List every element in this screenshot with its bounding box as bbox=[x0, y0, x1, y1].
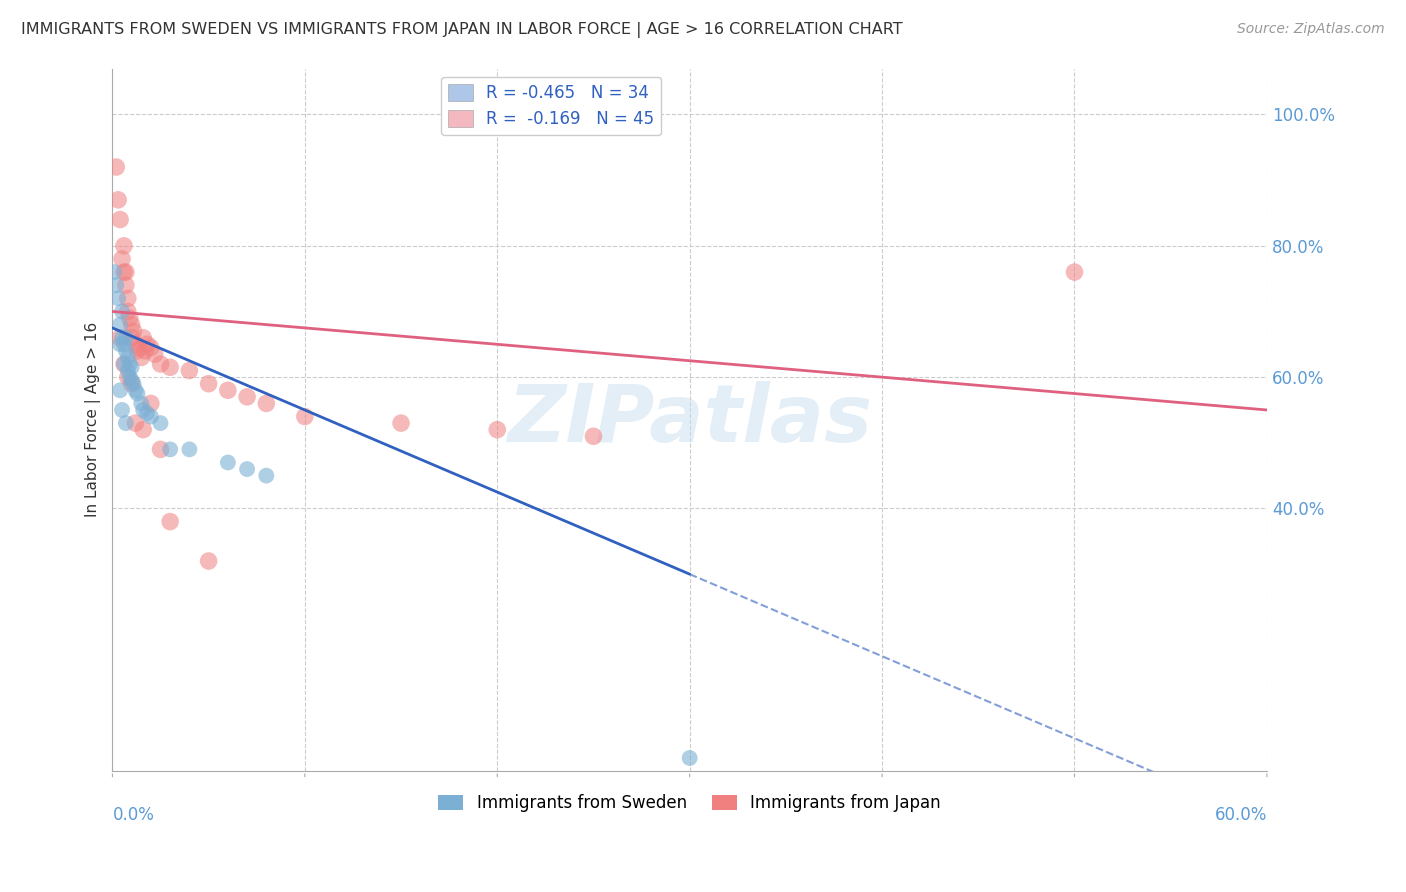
Text: Source: ZipAtlas.com: Source: ZipAtlas.com bbox=[1237, 22, 1385, 37]
Point bbox=[582, 429, 605, 443]
Point bbox=[108, 337, 131, 351]
Point bbox=[149, 357, 172, 371]
Point bbox=[136, 406, 159, 420]
Point bbox=[486, 423, 509, 437]
Point bbox=[136, 337, 159, 351]
Point bbox=[107, 291, 129, 305]
Point bbox=[149, 416, 172, 430]
Point bbox=[117, 351, 139, 365]
Point bbox=[111, 403, 134, 417]
Point bbox=[118, 357, 141, 371]
Point bbox=[132, 331, 155, 345]
Point bbox=[254, 396, 277, 410]
Point bbox=[254, 468, 277, 483]
Point bbox=[389, 416, 412, 430]
Point bbox=[217, 456, 239, 470]
Point bbox=[115, 343, 138, 358]
Point bbox=[105, 160, 128, 174]
Point bbox=[129, 396, 152, 410]
Point bbox=[236, 390, 259, 404]
Point bbox=[111, 252, 134, 266]
Point bbox=[108, 318, 131, 332]
Point bbox=[121, 331, 143, 345]
Point bbox=[121, 373, 143, 387]
Text: 0.0%: 0.0% bbox=[112, 806, 155, 824]
Point bbox=[149, 442, 172, 457]
Point bbox=[115, 265, 138, 279]
Point bbox=[179, 363, 201, 377]
Point bbox=[124, 416, 146, 430]
Point bbox=[103, 265, 125, 279]
Point bbox=[139, 409, 162, 424]
Point bbox=[118, 311, 141, 326]
Point bbox=[179, 442, 201, 457]
Point bbox=[129, 351, 152, 365]
Point bbox=[121, 376, 143, 391]
Point bbox=[115, 416, 138, 430]
Point bbox=[134, 343, 156, 358]
Point bbox=[159, 442, 181, 457]
Point bbox=[294, 409, 316, 424]
Point bbox=[679, 751, 702, 765]
Point bbox=[217, 384, 239, 398]
Point bbox=[107, 193, 129, 207]
Point bbox=[117, 304, 139, 318]
Point bbox=[117, 370, 139, 384]
Point bbox=[115, 278, 138, 293]
Point bbox=[122, 376, 145, 391]
Point bbox=[108, 331, 131, 345]
Point bbox=[112, 265, 135, 279]
Point bbox=[117, 363, 139, 377]
Text: ZIPatlas: ZIPatlas bbox=[508, 381, 872, 458]
Point bbox=[112, 239, 135, 253]
Point bbox=[132, 403, 155, 417]
Point bbox=[111, 331, 134, 345]
Point bbox=[159, 360, 181, 375]
Point bbox=[132, 423, 155, 437]
Point bbox=[1063, 265, 1085, 279]
Point bbox=[197, 376, 219, 391]
Point bbox=[112, 357, 135, 371]
Point bbox=[118, 370, 141, 384]
Point bbox=[159, 515, 181, 529]
Point bbox=[105, 278, 128, 293]
Text: IMMIGRANTS FROM SWEDEN VS IMMIGRANTS FROM JAPAN IN LABOR FORCE | AGE > 16 CORREL: IMMIGRANTS FROM SWEDEN VS IMMIGRANTS FRO… bbox=[21, 22, 903, 38]
Point bbox=[124, 337, 146, 351]
Point bbox=[122, 324, 145, 338]
Point bbox=[124, 384, 146, 398]
Text: 60.0%: 60.0% bbox=[1215, 806, 1267, 824]
Legend: Immigrants from Sweden, Immigrants from Japan: Immigrants from Sweden, Immigrants from … bbox=[432, 788, 948, 819]
Point bbox=[236, 462, 259, 476]
Point bbox=[139, 396, 162, 410]
Point bbox=[108, 212, 131, 227]
Point bbox=[139, 341, 162, 355]
Point bbox=[197, 554, 219, 568]
Point bbox=[143, 347, 166, 361]
Point bbox=[115, 331, 138, 345]
Point bbox=[112, 337, 135, 351]
Point bbox=[117, 291, 139, 305]
Point bbox=[127, 343, 149, 358]
Point bbox=[112, 357, 135, 371]
Point bbox=[128, 341, 150, 355]
Point bbox=[108, 384, 131, 398]
Y-axis label: In Labor Force | Age > 16: In Labor Force | Age > 16 bbox=[86, 322, 101, 517]
Point bbox=[127, 386, 149, 401]
Point bbox=[111, 304, 134, 318]
Point bbox=[121, 360, 143, 375]
Point bbox=[121, 318, 143, 332]
